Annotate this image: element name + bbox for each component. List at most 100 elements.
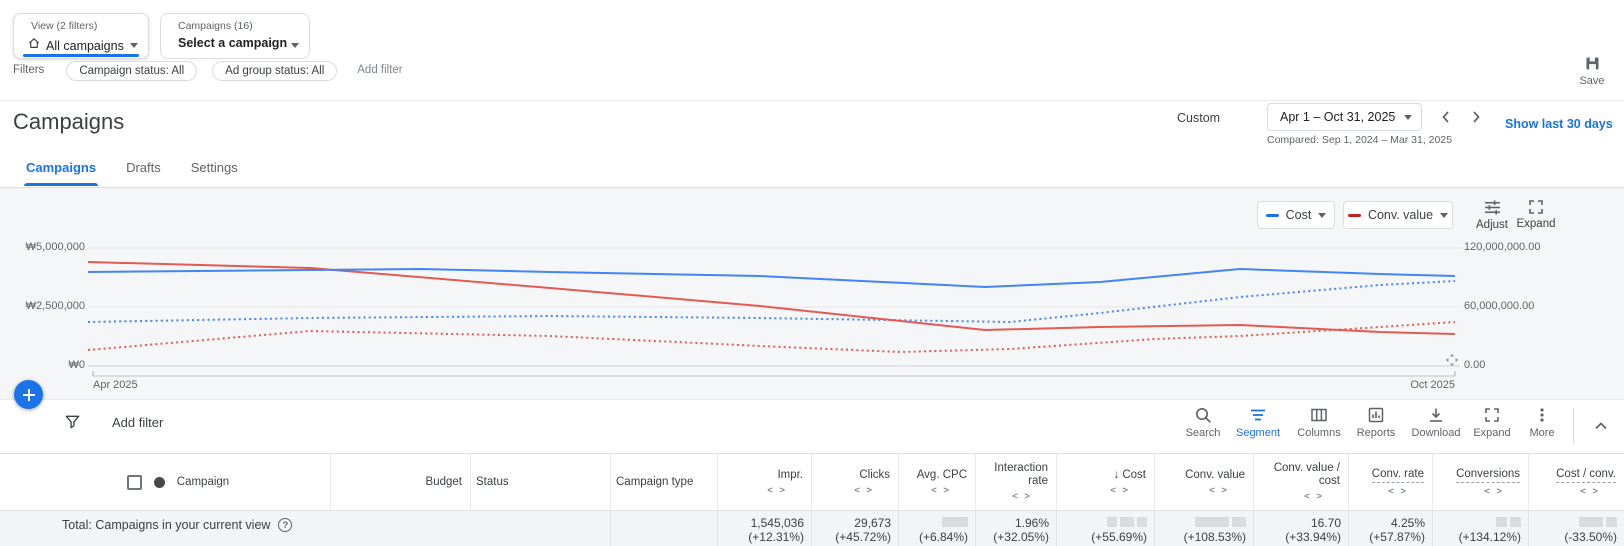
column-label-wrap: Interaction rate [976, 462, 1048, 488]
total-delta: (+134.12%) [1458, 530, 1521, 544]
adjust-sliders-icon [1484, 200, 1500, 215]
add-filter-link[interactable]: Add filter [357, 64, 403, 76]
column-label: Campaign type [616, 475, 694, 488]
y-axis-right-tick: 120,000,000.00 [1464, 241, 1541, 253]
select-all-checkbox[interactable] [126, 474, 142, 490]
total-cell: (-33.50%) [1528, 511, 1624, 546]
tab-drafts[interactable]: Drafts [126, 160, 161, 175]
column-header-conv-rate[interactable]: Conv. rate < > [1348, 454, 1432, 510]
add-campaign-fab[interactable] [14, 380, 43, 409]
column-label-wrap: Conversions [1456, 468, 1520, 483]
chevron-right-icon [1473, 111, 1480, 123]
series-button-cost[interactable]: Cost [1257, 201, 1335, 229]
toolbar-action-columns[interactable]: Columns [1291, 406, 1347, 439]
total-delta: (+6.84%) [918, 530, 968, 544]
date-range-selector[interactable]: Apr 1 – Oct 31, 2025 [1267, 103, 1422, 131]
column-header-clicks[interactable]: Clicks < > [811, 454, 898, 510]
chart-drag-handle-icon[interactable] [1446, 353, 1458, 371]
expand-label: Expand [1516, 218, 1556, 230]
toolbar-action-segment[interactable]: Segment [1230, 406, 1286, 439]
table-total-row: Total: Campaigns in your current view? 1,… [0, 511, 1624, 546]
expand-icon [1464, 406, 1520, 424]
search-icon [1175, 406, 1231, 424]
add-filter-button[interactable]: Add filter [112, 415, 164, 430]
tab-settings[interactable]: Settings [190, 160, 238, 175]
toolbar-action-more[interactable]: More [1520, 406, 1564, 439]
toolbar-action-label: Segment [1235, 427, 1281, 439]
total-value [1433, 517, 1521, 530]
column-label: Budget [425, 475, 462, 488]
total-cell: (+55.69%) [1056, 511, 1154, 546]
column-label-wrap: ↓ Cost [1114, 469, 1146, 482]
series-button-conv-value[interactable]: Conv. value [1343, 201, 1453, 229]
conv-value-series-label: Conv. value [1367, 208, 1434, 222]
compare-columns-icon: < > [767, 484, 787, 496]
toolbar-action-reports[interactable]: Reports [1348, 406, 1404, 439]
y-axis-right-tick: 0.00 [1464, 359, 1486, 371]
column-header-conversions[interactable]: Conversions < > [1432, 454, 1528, 510]
total-delta: (-33.50%) [1564, 530, 1617, 544]
toolbar-action-expand[interactable]: Expand [1464, 406, 1520, 439]
column-header-budget[interactable]: Budget [330, 454, 470, 510]
column-label-wrap: Status [476, 476, 509, 489]
column-header-conv-value[interactable]: Conv. value < > [1154, 454, 1253, 510]
y-axis-right-tick: 60,000,000.00 [1464, 300, 1535, 312]
adjust-button[interactable]: Adjust [1468, 198, 1516, 231]
column-header-campaign-type[interactable]: Campaign type [610, 454, 717, 510]
chevron-up-icon [1595, 422, 1607, 430]
cost-series-label: Cost [1285, 208, 1312, 222]
total-value: 29,673 [854, 516, 891, 530]
date-compared-label: Compared: Sep 1, 2024 – Mar 31, 2025 [1267, 134, 1453, 146]
date-range-value: Apr 1 – Oct 31, 2025 [1280, 110, 1396, 124]
toolbar-action-label: Reports [1356, 427, 1396, 439]
total-delta: (+57.87%) [1369, 530, 1425, 544]
column-label-wrap: Cost / conv. [1556, 468, 1616, 483]
view-selector[interactable]: View (2 filters) All campaigns [13, 13, 149, 59]
column-header-interaction-rate[interactable]: Interaction rate < > [975, 454, 1056, 510]
tab-campaigns[interactable]: Campaigns [24, 156, 99, 186]
filters-label: Filters [13, 64, 45, 76]
filters-bar: Filters Campaign status: All Ad group sta… [13, 60, 403, 81]
y-axis-left-tick: ₩2,500,000 [25, 300, 85, 312]
page-title: Campaigns [13, 109, 125, 134]
filter-chip-campaign-status-all[interactable]: Campaign status: All [66, 61, 198, 81]
chart-expand-button[interactable]: Expand [1512, 198, 1560, 230]
column-label: Impr. [777, 468, 803, 481]
redacted-value-block [1579, 517, 1603, 527]
total-cell: 1.96% (+32.05%) [975, 511, 1056, 546]
toolbar-action-download[interactable]: Download [1408, 406, 1464, 439]
total-delta: (+33.94%) [1285, 530, 1341, 544]
column-header-cost-conv[interactable]: Cost / conv. < > [1528, 454, 1624, 510]
total-value [899, 517, 968, 530]
segment-icon [1230, 406, 1286, 424]
collapse-chart-button[interactable] [1588, 413, 1614, 439]
column-header-avg-cpc[interactable]: Avg. CPC < > [898, 454, 975, 510]
total-cell-campaign-type [610, 511, 717, 546]
column-label: Conversions [1456, 468, 1520, 483]
total-value: 1.96% [1014, 516, 1049, 530]
total-delta: (+45.72%) [835, 530, 891, 544]
x-axis-label-end: Oct 2025 [1410, 379, 1455, 391]
column-header-conv-value-cost[interactable]: Conv. value / cost < > [1253, 454, 1348, 510]
column-header-campaign[interactable]: Campaign [0, 454, 330, 510]
redacted-value-block [942, 517, 968, 527]
column-label-wrap: Budget [426, 476, 462, 489]
help-icon[interactable]: ? [278, 518, 293, 532]
column-header-cost[interactable]: ↓ Cost < > [1056, 454, 1154, 510]
next-period-button[interactable] [1466, 107, 1486, 127]
redacted-value-block [1606, 517, 1617, 527]
toolbar-action-label: Search [1185, 427, 1221, 439]
save-button[interactable]: Save [1568, 55, 1616, 87]
previous-period-button[interactable] [1436, 107, 1456, 127]
table-header-row: Campaign Budget Status Campaign type Impr. < … [0, 453, 1624, 511]
chevron-down-icon [291, 43, 299, 48]
toolbar-action-search[interactable]: Search [1175, 406, 1231, 439]
campaign-selector[interactable]: Campaigns (16) Select a campaign [160, 13, 310, 59]
filter-funnel-icon[interactable] [64, 413, 81, 435]
column-label-wrap: Conv. rate [1371, 468, 1424, 483]
column-header-impr[interactable]: Impr. < > [717, 454, 811, 510]
filter-chip-ad-group-status-all[interactable]: Ad group status: All [212, 61, 338, 81]
column-header-status[interactable]: Status [470, 454, 610, 510]
show-last-30-days-link[interactable]: Show last 30 days [1505, 117, 1613, 131]
